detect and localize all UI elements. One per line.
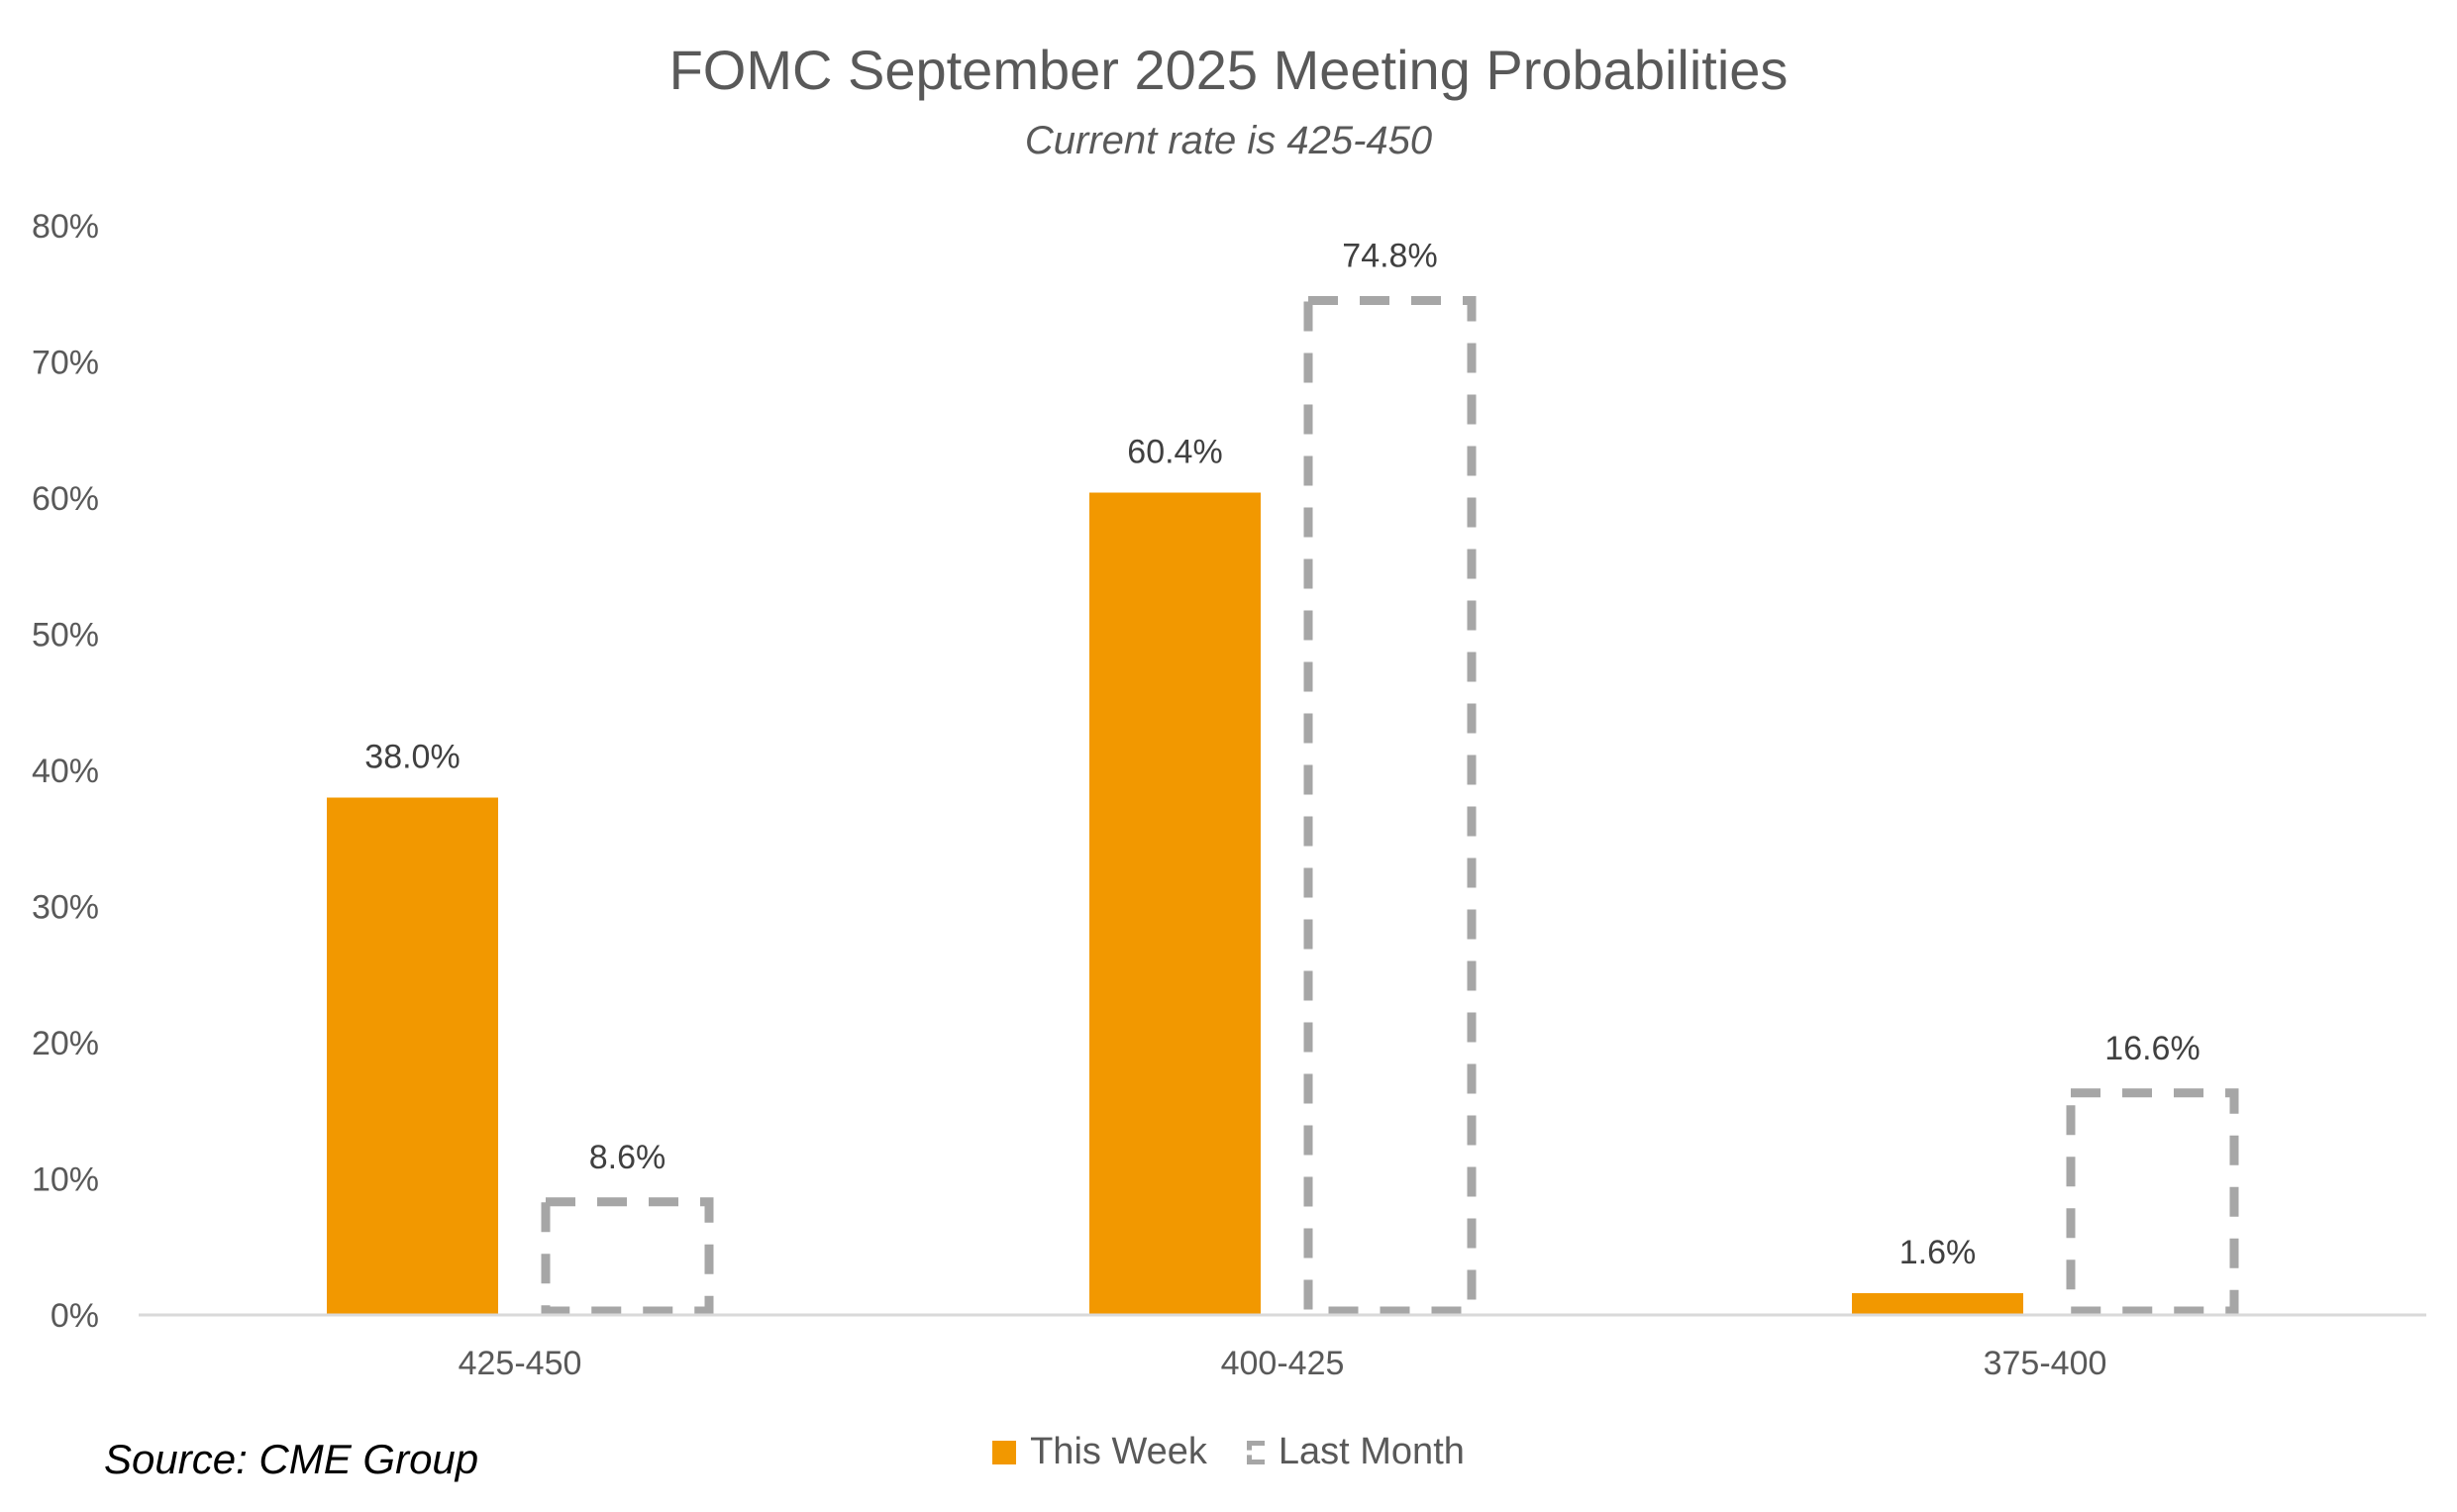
bar-last-month [541,1197,714,1316]
bar-this-week [1852,1293,2023,1315]
y-tick-label: 50% [32,617,99,655]
data-label-last-month: 16.6% [2104,1030,2200,1067]
legend-item-this-week: This Week [992,1431,1207,1473]
legend-swatch-this-week [992,1440,1017,1464]
y-tick-label: 40% [32,753,99,790]
y-tick-label: 70% [32,345,99,382]
x-tick-label: 425-450 [459,1345,582,1382]
x-tick-label: 375-400 [1984,1345,2107,1382]
y-tick-label: 80% [32,208,99,246]
legend-label-this-week: This Week [1030,1431,1207,1472]
legend: This Week Last Month [0,1431,2457,1473]
y-tick-label: 0% [51,1297,99,1335]
legend-swatch-last-month [1246,1440,1265,1464]
x-tick-label: 400-425 [1221,1345,1345,1382]
legend-label-last-month: Last Month [1278,1431,1465,1472]
legend-item-last-month: Last Month [1246,1431,1465,1473]
data-label-this-week: 38.0% [364,739,460,776]
data-label-this-week: 60.4% [1127,434,1222,471]
y-tick-label: 30% [32,889,99,927]
source-note: Source: CME Group [104,1436,479,1482]
y-tick-label: 20% [32,1025,99,1062]
bar-this-week [327,797,498,1315]
bar-this-week [1089,492,1261,1315]
bar-last-month [1303,296,1477,1316]
y-tick-label: 60% [32,480,99,518]
chart-subtitle: Current rate is 425-450 [1024,119,1433,162]
data-label-last-month: 8.6% [589,1139,666,1176]
bar-last-month [2066,1088,2239,1316]
data-label-last-month: 74.8% [1342,238,1437,275]
y-tick-label: 10% [32,1161,99,1199]
data-label-this-week: 1.6% [1899,1234,1977,1271]
chart-title: FOMC September 2025 Meeting Probabilitie… [668,39,1789,101]
